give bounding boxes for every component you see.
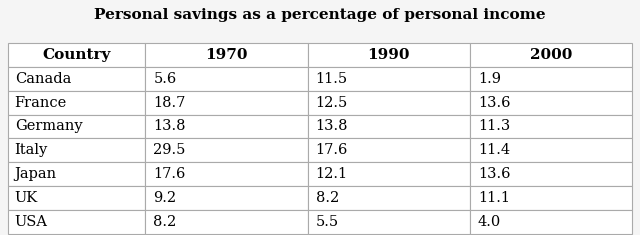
Text: Personal savings as a percentage of personal income: Personal savings as a percentage of pers… xyxy=(94,8,546,22)
